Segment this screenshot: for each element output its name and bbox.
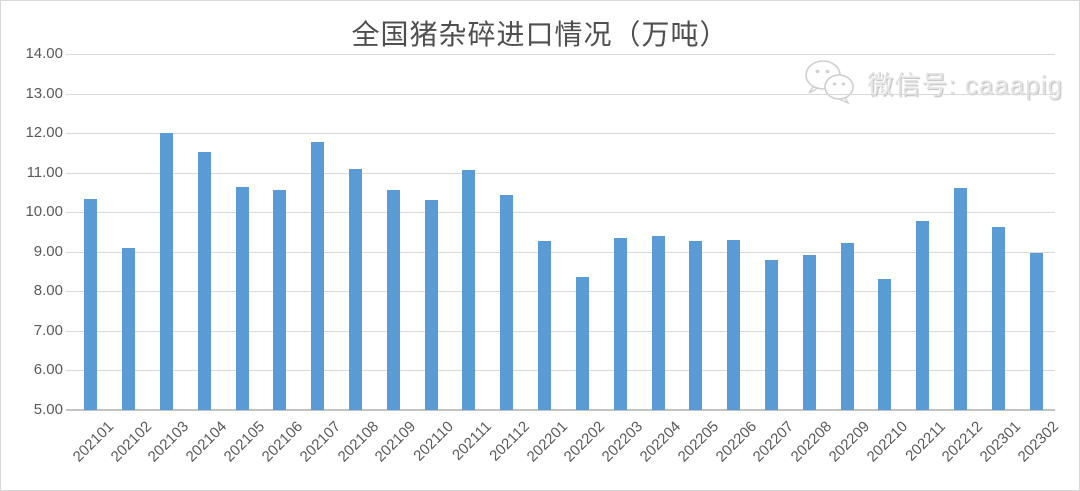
x-axis-tick-label: 202104 (182, 418, 231, 466)
y-gridline (66, 251, 1055, 253)
y-gridline (66, 93, 1055, 95)
bar-202108 (349, 169, 363, 410)
bar-202208 (802, 254, 816, 410)
bar-202102 (122, 248, 136, 410)
bar-202202 (575, 277, 589, 410)
x-axis-tick-label: 202108 (334, 418, 382, 466)
x-axis-tick-label: 202209 (825, 418, 874, 466)
x-axis-tick-label: 202201 (523, 418, 571, 466)
y-gridline (66, 172, 1055, 174)
bar-202205 (689, 241, 703, 410)
y-axis-tick-label: 6.00 (33, 361, 63, 379)
x-axis-tick-label: 202302 (1014, 418, 1063, 466)
chart-title: 全国猪杂碎进口情况（万吨） (351, 18, 729, 51)
bar-202111 (462, 169, 476, 410)
x-axis-tick-label: 202107 (296, 418, 344, 466)
bar-202212 (953, 187, 967, 410)
y-gridline (66, 212, 1055, 214)
y-axis-tick-label: 7.00 (33, 321, 63, 339)
y-gridline (66, 330, 1055, 332)
x-axis-line (66, 409, 1055, 411)
x-axis-tick-label: 202203 (598, 418, 647, 466)
x-axis-tick-label: 202211 (902, 418, 949, 465)
bar-202110 (424, 200, 438, 410)
y-axis-tick-label: 5.00 (33, 401, 63, 418)
x-axis-tick-label: 202208 (787, 418, 836, 466)
y-axis-tick-label: 11.00 (26, 163, 63, 181)
x-axis-tick-label: 202202 (561, 418, 609, 466)
bar-202201 (538, 241, 552, 410)
y-gridline (66, 370, 1055, 372)
y-gridline (66, 133, 1055, 135)
watermark: 微信号: caaapig (801, 57, 1063, 110)
y-axis-tick-label: 8.00 (33, 282, 63, 300)
bar-202109 (386, 189, 400, 410)
watermark-text: 微信号: caaapig (867, 70, 1063, 100)
x-axis-tick-label: 202301 (976, 418, 1025, 466)
y-axis-tick-label: 13.00 (25, 84, 63, 102)
y-axis-tick-label: 14.00 (25, 45, 63, 62)
x-axis-tick-label: 202210 (863, 418, 911, 466)
x-axis-tick-label: 202112 (486, 418, 533, 465)
bar-202204 (651, 235, 665, 410)
x-axis-tick-label: 202205 (674, 418, 722, 466)
bar-202105 (235, 186, 249, 410)
x-axis-tick-label: 202106 (258, 418, 306, 466)
bar-202101 (84, 199, 98, 410)
y-axis-tick-label: 10.00 (25, 203, 63, 221)
x-axis-tick-label: 202101 (69, 418, 117, 466)
bar-202301 (991, 227, 1005, 410)
y-gridline (66, 291, 1055, 293)
x-axis-tick-label: 202111 (449, 418, 496, 464)
x-axis-tick-label: 202204 (636, 418, 685, 466)
x-axis-tick-label: 202109 (371, 418, 420, 466)
bar-202104 (197, 152, 211, 410)
x-axis-tick-label: 202110 (410, 418, 458, 465)
bar-202211 (916, 220, 930, 410)
bar-202302 (1029, 253, 1043, 410)
bar-202112 (500, 195, 514, 410)
bar-202106 (273, 189, 287, 410)
x-axis-tick-label: 202207 (750, 418, 798, 466)
x-axis-tick-label: 202206 (712, 418, 760, 466)
bar-202103 (160, 133, 174, 410)
x-axis-tick-label: 202105 (220, 418, 269, 466)
y-axis-tick-label: 12.00 (25, 124, 63, 142)
bar-202210 (878, 278, 892, 410)
bar-202209 (840, 243, 854, 410)
x-axis-tick-label: 202103 (145, 418, 193, 466)
wechat-icon (801, 57, 859, 110)
y-gridline (66, 54, 1055, 55)
x-axis-tick-label: 202102 (107, 418, 155, 466)
y-axis-tick-label: 9.00 (33, 242, 63, 260)
bar-202203 (613, 237, 627, 410)
bar-202206 (727, 239, 741, 410)
x-axis-tick-label: 202212 (939, 418, 987, 466)
bar-202207 (764, 260, 778, 410)
bar-202107 (311, 141, 325, 410)
